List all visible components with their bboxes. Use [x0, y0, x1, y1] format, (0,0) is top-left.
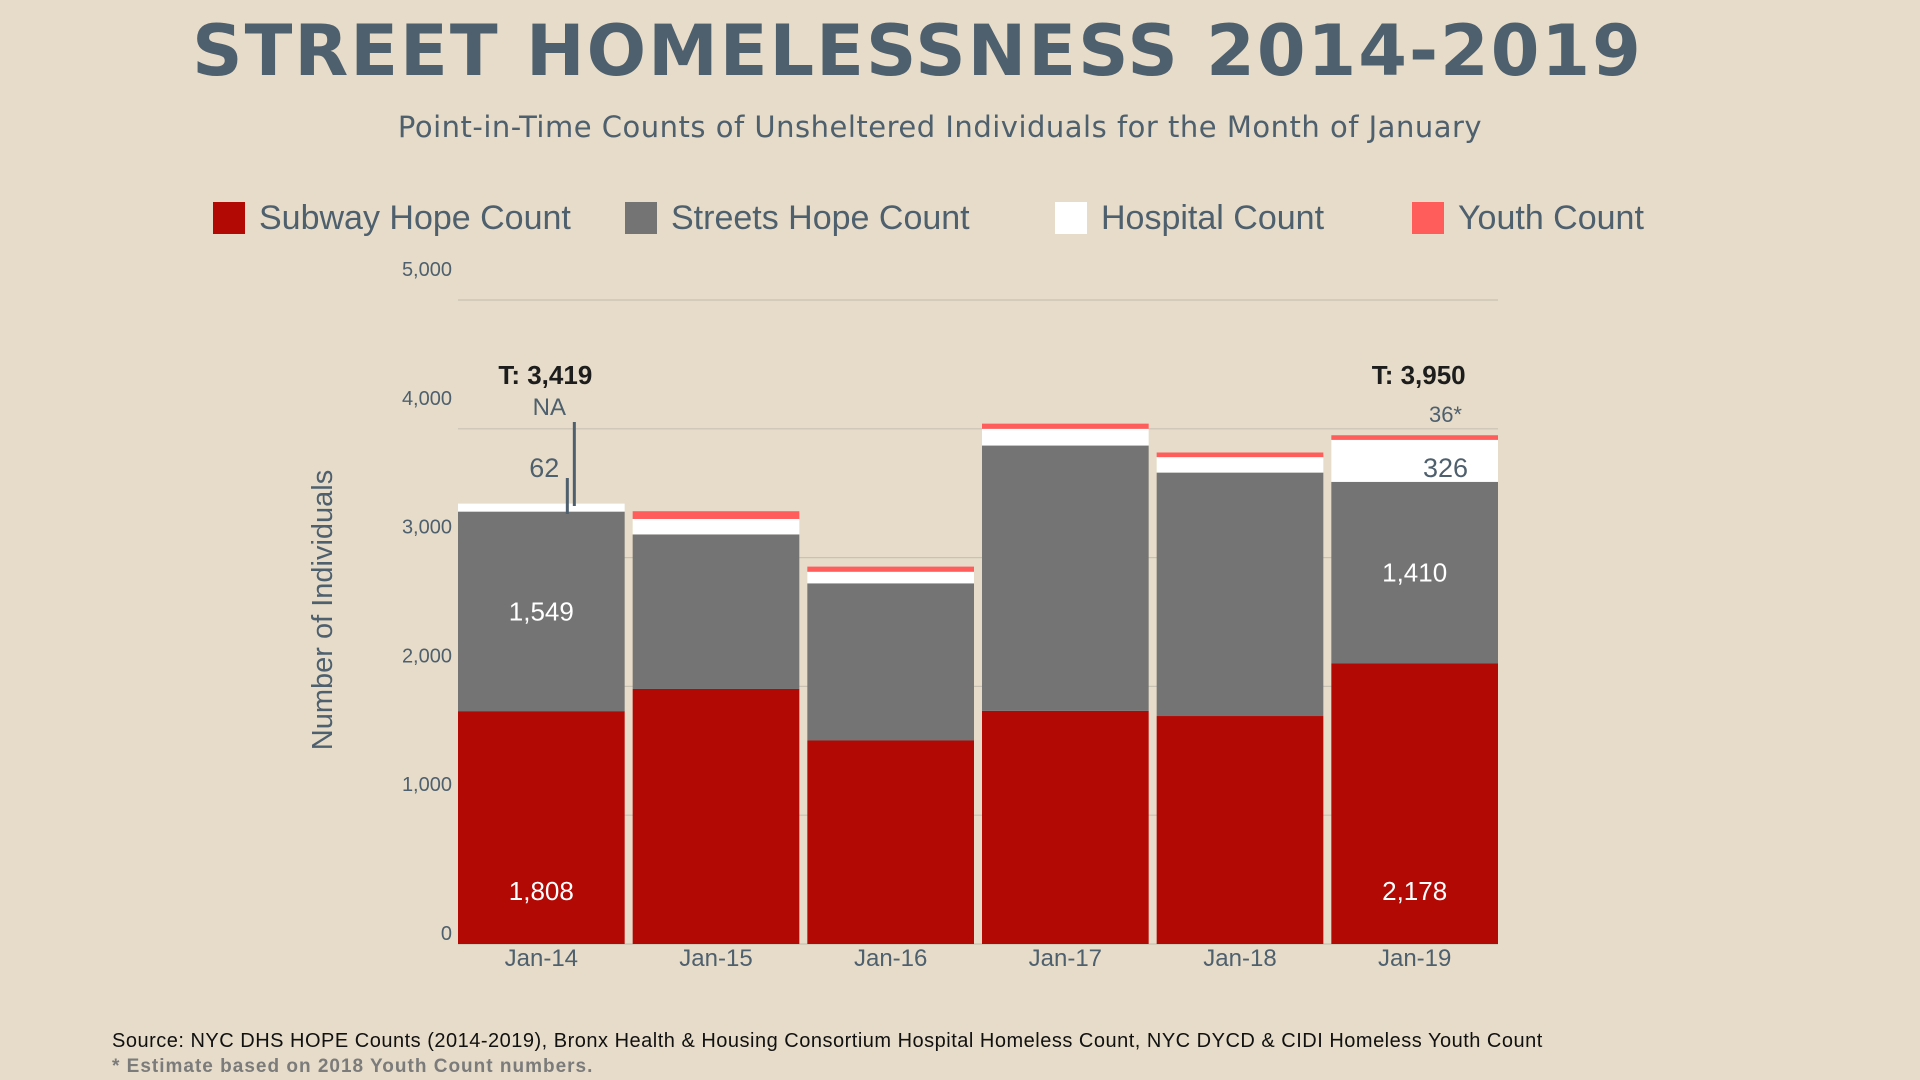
chart-title: STREET HOMELESSNESS 2014-2019: [192, 10, 1643, 92]
bar-segment-subway-hope-count-jan-19: [1331, 663, 1498, 944]
bar-segment-subway-hope-count-jan-17: [982, 710, 1149, 944]
total-annotation: T: 3,950: [1372, 360, 1466, 390]
youth-note: NA: [533, 394, 566, 421]
bar-segment-hospital-count-jan-14: [458, 503, 625, 512]
x-tick-label: Jan-16: [854, 945, 927, 972]
legend-item-streets: Streets Hope Count: [625, 196, 970, 240]
y-tick-label: 2,000: [402, 645, 452, 667]
bar-segment-subway-hope-count-jan-15: [632, 688, 800, 944]
data-label: 2,178: [1382, 876, 1447, 906]
y-tick-label: 1,000: [402, 774, 452, 796]
bar-segment-streets-hope-count-jan-15: [632, 534, 800, 689]
bar-segment-hospital-count-jan-15: [632, 518, 800, 535]
x-tick-label: Jan-17: [1029, 945, 1102, 972]
y-tick-label: 5,000: [402, 259, 452, 281]
data-label: 1,410: [1382, 558, 1447, 588]
bar-segment-youth-count-jan-17: [982, 423, 1149, 429]
legend-label-youth: Youth Count: [1458, 198, 1644, 237]
data-label: 1,808: [509, 876, 574, 906]
bar-segment-streets-hope-count-jan-19: [1331, 481, 1498, 664]
bar-segment-streets-hope-count-jan-17: [982, 445, 1149, 711]
legend-swatch-youth: [1412, 202, 1444, 234]
bar-segment-hospital-count-jan-19: [1331, 439, 1498, 482]
y-axis-label: Number of Individuals: [307, 470, 339, 750]
legend-label-streets: Streets Hope Count: [671, 198, 970, 237]
footnote: * Estimate based on 2018 Youth Count num…: [112, 1056, 594, 1077]
legend-label-hospital: Hospital Count: [1101, 198, 1325, 237]
bar-segment-streets-hope-count-jan-18: [1156, 472, 1324, 717]
bar-segment-hospital-count-jan-18: [1156, 457, 1324, 473]
hospital-note: 62: [529, 453, 559, 483]
bar-segment-youth-count-jan-19: [1331, 435, 1498, 440]
total-annotation: T: 3,419: [498, 360, 592, 390]
bar-segment-subway-hope-count-jan-18: [1156, 716, 1324, 944]
y-tick-label: 0: [441, 923, 452, 945]
x-tick-label: Jan-14: [505, 945, 578, 972]
y-tick-label: 3,000: [402, 517, 452, 539]
youth-note: 36*: [1429, 402, 1462, 427]
legend-swatch-hospital: [1055, 202, 1087, 234]
bar-segment-youth-count-jan-18: [1156, 452, 1324, 458]
bar-segment-streets-hope-count-jan-14: [458, 511, 625, 712]
legend-item-subway: Subway Hope Count: [213, 196, 571, 240]
legend-label-subway: Subway Hope Count: [259, 198, 571, 237]
hospital-note: 326: [1423, 453, 1468, 483]
x-tick-label: Jan-18: [1203, 945, 1276, 972]
source-note: Source: NYC DHS HOPE Counts (2014-2019),…: [112, 1030, 1543, 1052]
legend-item-hospital: Hospital Count: [1055, 196, 1324, 240]
legend-swatch-subway: [213, 202, 245, 234]
bar-segment-youth-count-jan-16: [807, 566, 974, 572]
bar-segment-subway-hope-count-jan-14: [458, 711, 625, 944]
bar-segment-subway-hope-count-jan-16: [807, 740, 974, 944]
bar-segment-hospital-count-jan-16: [807, 571, 974, 584]
y-tick-label: 4,000: [402, 388, 452, 410]
legend-item-youth: Youth Count: [1412, 196, 1644, 240]
data-label: 1,549: [509, 596, 574, 626]
x-tick-label: Jan-15: [679, 945, 752, 972]
x-tick-label: Jan-19: [1378, 945, 1451, 972]
bar-segment-youth-count-jan-15: [632, 511, 800, 519]
bar-segment-hospital-count-jan-17: [982, 428, 1149, 446]
chart-subtitle: Point-in-Time Counts of Unsheltered Indi…: [397, 110, 1483, 144]
legend-swatch-streets: [625, 202, 657, 234]
bar-segment-streets-hope-count-jan-16: [807, 583, 974, 741]
